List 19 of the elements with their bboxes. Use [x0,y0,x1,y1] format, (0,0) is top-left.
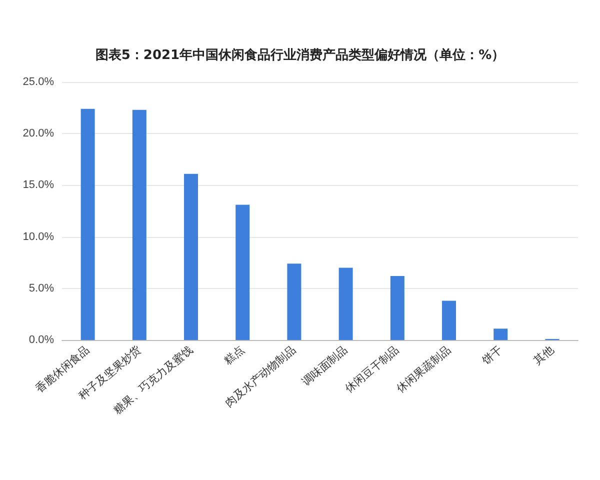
y-tick-label: 20.0% [22,128,54,140]
x-tick-label: 其他 [531,343,556,368]
bar [184,174,198,340]
y-tick-label: 25.0% [22,76,54,88]
bar [442,300,456,340]
bar [80,108,95,340]
bar [132,110,146,340]
bar [287,264,302,340]
bar [494,328,508,340]
x-tick-label: 饼干 [478,343,505,368]
y-tick-label: 15.0% [22,179,54,192]
y-tick-label: 10.0% [22,230,54,243]
bar [236,204,250,340]
bar [390,276,404,340]
bar [338,268,353,340]
y-tick-label: 5.0% [28,282,54,294]
y-tick-label: 0.0% [28,334,54,346]
x-tick-label: 糕点 [222,343,247,368]
chart-title: 图表5：2021年中国休闲食品行业消费产品类型偏好情况（单位：%） [95,47,505,63]
